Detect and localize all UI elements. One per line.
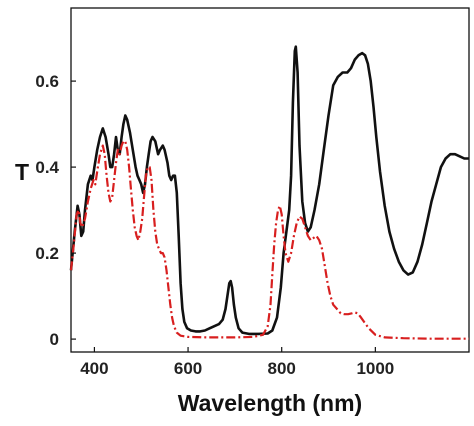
- x-axis: 400 600 800 1000: [80, 347, 394, 378]
- x-axis-title: Wavelength (nm): [178, 390, 362, 416]
- y-tick-label: 0.2: [35, 244, 59, 263]
- y-axis-title: T: [15, 159, 29, 185]
- y-tick-label: 0.4: [35, 158, 59, 177]
- plot-area: [69, 7, 470, 353]
- series-layer: [69, 45, 469, 340]
- x-tick-label: 400: [80, 359, 108, 378]
- x-tick-label: 600: [174, 359, 202, 378]
- plot-frame: [70, 7, 470, 353]
- y-tick-label: 0: [50, 330, 59, 349]
- y-tick-label: 0.6: [35, 72, 59, 91]
- series-line-1: [69, 45, 469, 336]
- x-tick-label: 800: [268, 359, 296, 378]
- x-tick-label: 1000: [356, 359, 394, 378]
- series-line-2: [69, 140, 469, 340]
- y-axis: 0 0.2 0.4 0.6: [35, 72, 76, 349]
